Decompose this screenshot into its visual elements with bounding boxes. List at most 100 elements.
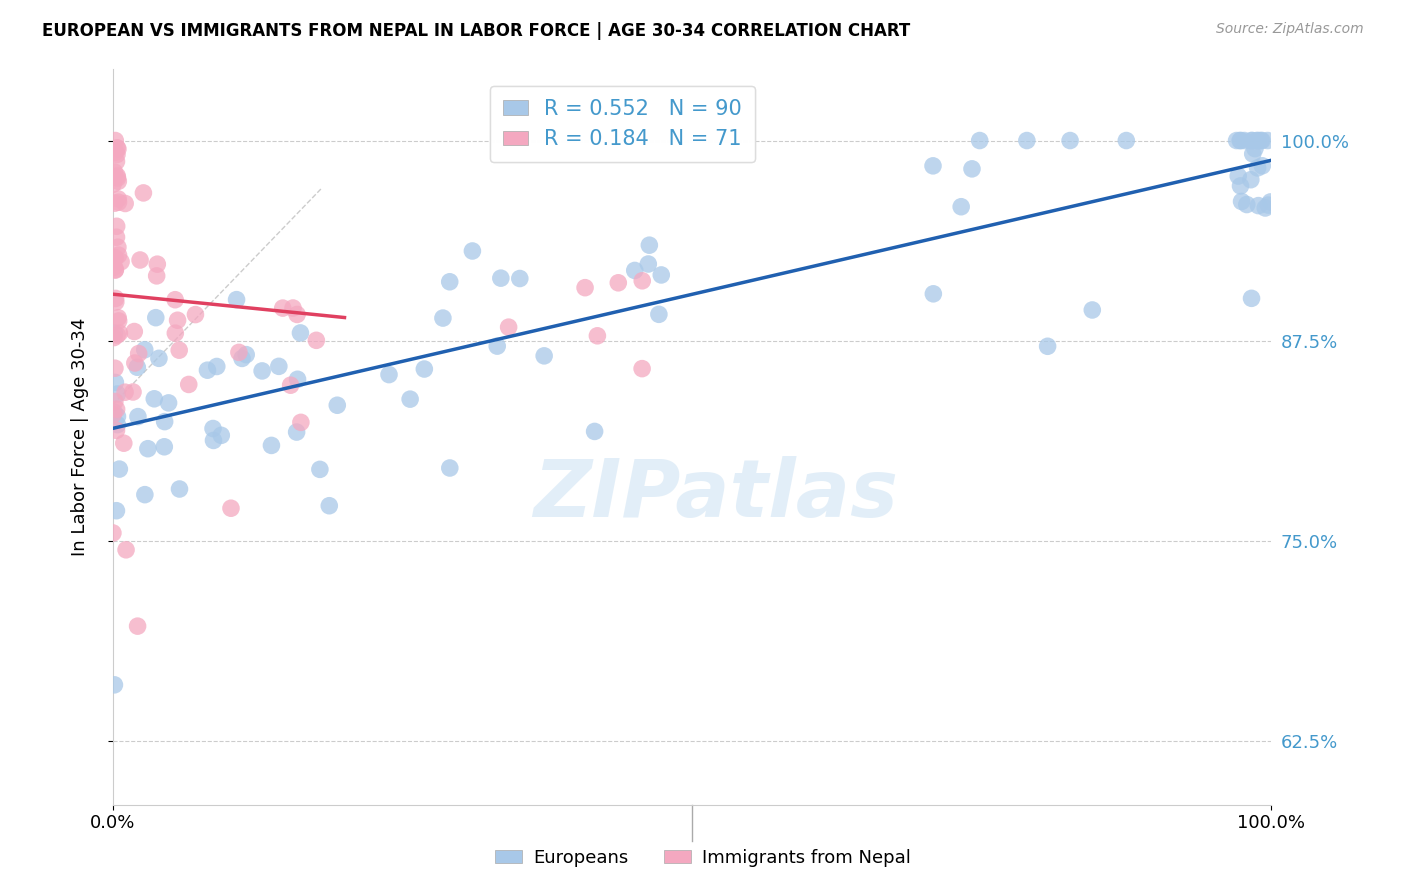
Point <box>101 178 124 192</box>
Point <box>105 417 128 432</box>
Y-axis label: In Labor Force | Age 30-34: In Labor Force | Age 30-34 <box>72 318 89 556</box>
Point <box>114 196 136 211</box>
Point <box>103 169 125 184</box>
Point <box>225 293 247 307</box>
Point <box>110 254 132 268</box>
Point <box>124 356 146 370</box>
Point <box>969 134 991 148</box>
Point <box>1254 201 1277 215</box>
Point <box>103 260 125 275</box>
Point <box>1233 134 1256 148</box>
Point <box>461 244 484 258</box>
Point <box>104 394 127 409</box>
Point <box>103 405 125 419</box>
Point <box>103 326 125 340</box>
Point <box>129 252 152 267</box>
Point <box>104 251 127 265</box>
Point <box>638 238 661 252</box>
Point <box>309 462 332 476</box>
Point <box>1251 159 1274 173</box>
Point <box>623 263 645 277</box>
Point <box>228 345 250 359</box>
Point <box>127 409 149 424</box>
Point <box>105 402 128 417</box>
Point <box>607 276 630 290</box>
Point <box>115 542 138 557</box>
Point <box>105 387 128 401</box>
Point <box>177 377 200 392</box>
Point <box>134 488 156 502</box>
Point <box>148 351 170 366</box>
Point <box>107 142 129 156</box>
Point <box>112 436 135 450</box>
Point <box>128 346 150 360</box>
Point <box>399 392 422 406</box>
Point <box>157 396 180 410</box>
Point <box>498 320 520 334</box>
Point <box>132 186 155 200</box>
Point <box>650 268 672 282</box>
Point <box>145 310 167 325</box>
Point <box>146 257 169 271</box>
Point <box>1015 134 1038 148</box>
Point <box>202 421 225 435</box>
Point <box>219 501 242 516</box>
Point <box>281 301 304 315</box>
Point <box>439 461 461 475</box>
Point <box>250 364 273 378</box>
Point <box>1257 198 1279 212</box>
Point <box>104 262 127 277</box>
Point <box>197 363 219 377</box>
Point <box>509 271 531 285</box>
Point <box>184 308 207 322</box>
Point <box>1115 134 1137 148</box>
Point <box>143 392 166 406</box>
Point <box>285 308 308 322</box>
Point <box>107 195 129 210</box>
Point <box>1059 134 1081 148</box>
Point <box>231 351 253 366</box>
Point <box>648 307 671 321</box>
Point <box>1246 161 1268 175</box>
Point <box>105 169 128 183</box>
Point <box>165 293 187 307</box>
Point <box>432 311 454 326</box>
Point <box>1227 169 1250 183</box>
Legend: R = 0.552   N = 90, R = 0.184   N = 71: R = 0.552 N = 90, R = 0.184 N = 71 <box>491 87 755 161</box>
Point <box>104 295 127 310</box>
Point <box>103 165 125 179</box>
Point <box>1236 197 1258 211</box>
Point <box>136 442 159 456</box>
Point <box>108 326 131 340</box>
Point <box>107 240 129 254</box>
Point <box>631 361 654 376</box>
Point <box>922 159 945 173</box>
Point <box>1260 194 1282 209</box>
Point <box>104 145 127 160</box>
Point <box>922 286 945 301</box>
Point <box>1229 178 1251 193</box>
Point <box>124 325 146 339</box>
Point <box>1225 134 1247 148</box>
Point <box>105 141 128 155</box>
Point <box>103 330 125 344</box>
Point <box>114 385 136 400</box>
Point <box>122 384 145 399</box>
Point <box>103 678 125 692</box>
Point <box>103 407 125 421</box>
Point <box>105 423 128 437</box>
Point <box>486 339 509 353</box>
Point <box>267 359 290 374</box>
Point <box>107 409 129 424</box>
Point <box>153 415 176 429</box>
Point <box>209 428 232 442</box>
Point <box>107 310 129 325</box>
Point <box>145 268 167 283</box>
Text: Source: ZipAtlas.com: Source: ZipAtlas.com <box>1216 22 1364 37</box>
Point <box>153 440 176 454</box>
Legend: Europeans, Immigrants from Nepal: Europeans, Immigrants from Nepal <box>488 842 918 874</box>
Point <box>1240 134 1263 148</box>
Point <box>1036 339 1059 353</box>
Point <box>950 200 973 214</box>
Point <box>305 334 328 348</box>
